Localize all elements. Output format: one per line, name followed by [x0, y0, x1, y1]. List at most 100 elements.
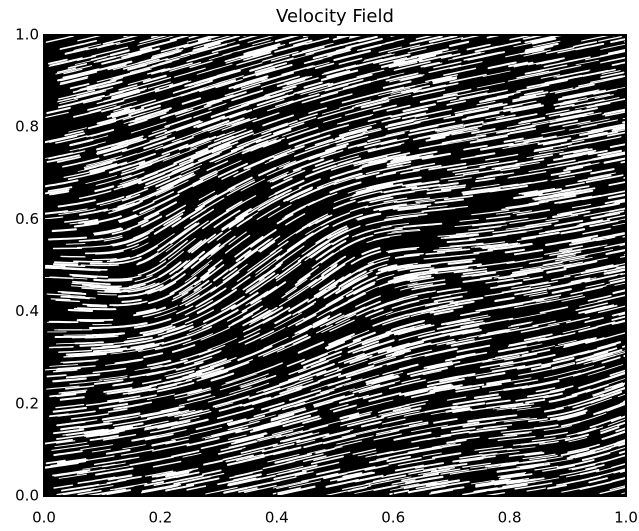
streak: [146, 68, 166, 75]
streak: [158, 261, 182, 278]
streak: [117, 214, 137, 222]
streak: [190, 133, 225, 148]
streak: [228, 79, 257, 90]
streak: [391, 423, 429, 432]
streak: [379, 57, 408, 65]
streak: [388, 59, 418, 69]
streak: [547, 484, 568, 490]
streak: [429, 266, 455, 272]
streak: [470, 479, 495, 485]
streak: [149, 384, 178, 392]
streak: [189, 60, 213, 69]
streak: [182, 333, 214, 346]
streak: [541, 129, 565, 135]
streak: [318, 296, 344, 312]
streak: [584, 257, 608, 263]
streak: [506, 477, 545, 485]
streak: [244, 330, 275, 345]
streak: [108, 275, 142, 280]
streak: [563, 189, 594, 197]
streak: [425, 300, 454, 307]
streak: [226, 418, 247, 425]
streak: [369, 263, 388, 272]
streak: [618, 450, 626, 454]
streak: [429, 305, 464, 314]
streak: [55, 299, 80, 303]
streak: [507, 73, 545, 82]
streak: [284, 205, 306, 218]
streak: [73, 222, 99, 228]
streak: [129, 108, 161, 119]
streak: [221, 129, 253, 143]
streak: [571, 463, 596, 471]
streak: [524, 69, 545, 75]
streak: [509, 217, 548, 224]
streak: [188, 238, 207, 254]
streak: [430, 467, 455, 473]
streak: [468, 225, 502, 231]
streak: [551, 288, 572, 294]
streak: [527, 418, 548, 423]
streak: [89, 434, 119, 442]
streak: [104, 91, 124, 98]
streak: [352, 485, 372, 491]
streak: [136, 157, 168, 170]
streak: [186, 35, 216, 43]
streak: [86, 155, 123, 166]
streak: [503, 103, 542, 113]
streak: [199, 170, 217, 180]
streak: [275, 245, 305, 267]
streak: [436, 340, 456, 346]
streak: [382, 482, 411, 489]
streak: [196, 63, 233, 75]
streak: [56, 420, 86, 427]
streak: [282, 334, 309, 348]
streak: [551, 361, 576, 369]
streak: [56, 156, 82, 163]
streak: [93, 278, 133, 282]
streak: [184, 309, 215, 324]
streak: [465, 102, 503, 112]
streak: [491, 417, 530, 423]
streak: [440, 469, 470, 475]
streak: [262, 306, 284, 320]
streak: [46, 293, 71, 296]
streak: [565, 279, 589, 285]
streak: [619, 243, 626, 247]
streak: [59, 39, 98, 50]
streak: [176, 105, 212, 118]
streak: [544, 249, 573, 255]
streak: [350, 250, 382, 265]
streak: [307, 289, 327, 303]
streak: [241, 99, 260, 106]
streak: [250, 137, 285, 152]
streak: [367, 131, 405, 143]
streak: [479, 360, 514, 369]
streak: [438, 182, 459, 187]
streak: [332, 213, 364, 227]
streak: [410, 48, 449, 59]
streak: [585, 464, 605, 471]
streak: [326, 341, 346, 350]
streak: [178, 280, 199, 294]
streak: [499, 358, 538, 367]
streak: [249, 273, 279, 295]
streak: [302, 181, 337, 197]
streak: [434, 198, 465, 204]
streak: [387, 44, 421, 53]
streak: [371, 371, 404, 382]
streak: [443, 114, 464, 120]
streak: [122, 387, 156, 395]
streak: [532, 320, 556, 327]
streak: [165, 204, 187, 217]
streak: [208, 102, 227, 110]
streak: [153, 216, 182, 235]
streak: [380, 262, 418, 272]
streak: [73, 43, 102, 51]
streak: [486, 118, 512, 125]
streak: [114, 358, 144, 365]
streak: [47, 58, 68, 65]
streak: [216, 407, 254, 420]
streak: [147, 292, 175, 304]
streak: [398, 290, 436, 300]
